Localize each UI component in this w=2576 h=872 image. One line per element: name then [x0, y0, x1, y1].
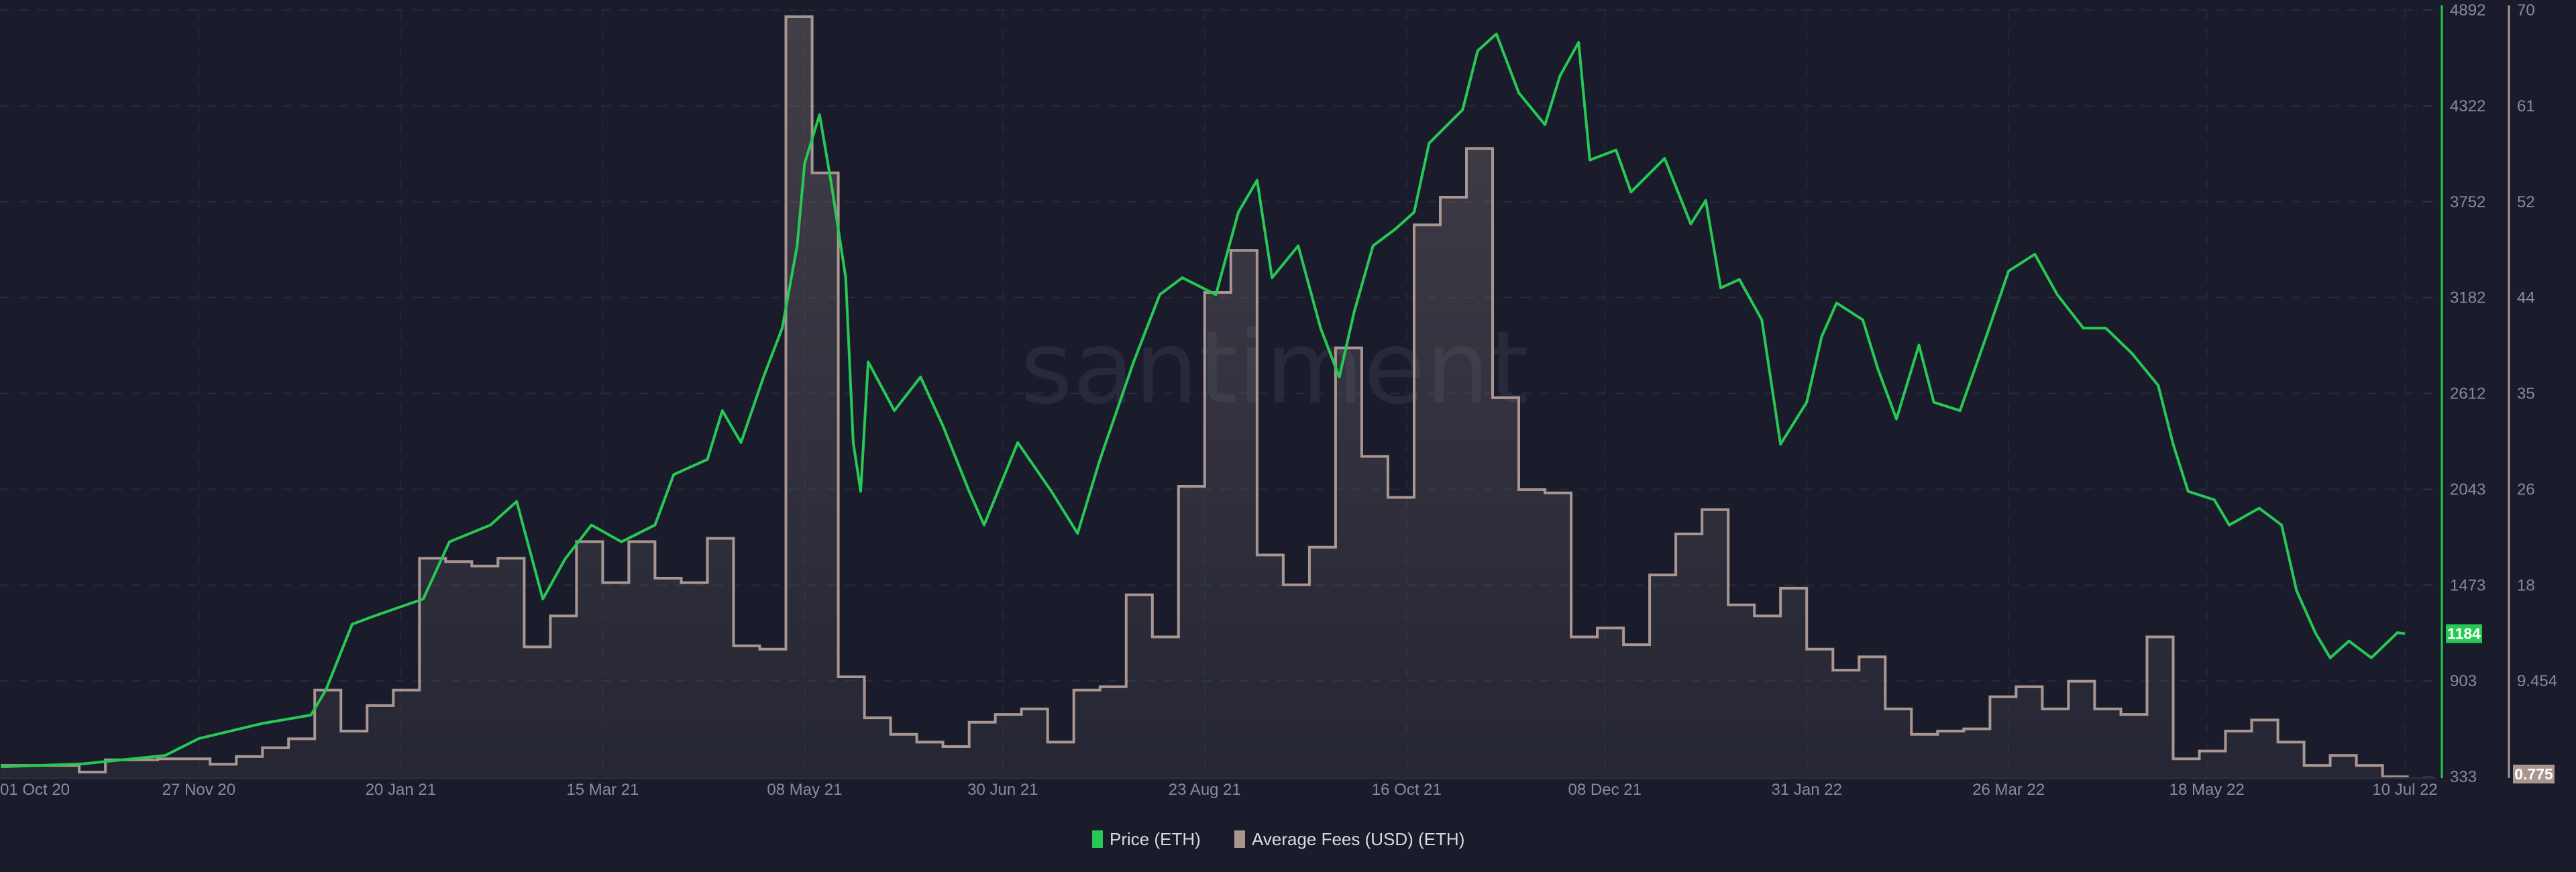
- fees-series: [0, 15, 2409, 778]
- price-tick-label: 3182: [2450, 289, 2485, 307]
- fees-tick-label: 52: [2517, 193, 2535, 211]
- x-tick-label: 15 Mar 21: [566, 781, 639, 799]
- x-tick-label: 01 Oct 20: [0, 781, 70, 799]
- price-tick-label: 333: [2450, 768, 2477, 786]
- x-tick-label: 16 Oct 21: [1372, 781, 1442, 799]
- x-axis: 01 Oct 20 27 Nov 20 20 Jan 21 15 Mar 21 08 M…: [0, 781, 2438, 799]
- x-tick-label: 10 Jul 22: [2372, 781, 2437, 799]
- fees-axis: 70 61 52 44 35 26 18 9.454: [2517, 1, 2557, 690]
- x-tick-label: 30 Jun 21: [967, 781, 1038, 799]
- fees-tick-label: 35: [2517, 385, 2535, 403]
- x-tick-label: 26 Mar 22: [1972, 781, 2045, 799]
- price-tick-label: 1473: [2450, 576, 2485, 594]
- fees-badge-value: 0.775: [2514, 765, 2553, 783]
- fees-tick-label: 26: [2517, 480, 2535, 498]
- price-axis: 4892 4322 3752 3182 2612 2043 1473 903 333: [2450, 1, 2485, 786]
- price-tick-label: 4322: [2450, 97, 2485, 115]
- x-tick-label: 08 Dec 21: [1568, 781, 1642, 799]
- price-badge-bg: [2446, 624, 2482, 643]
- legend-item-price[interactable]: Price (ETH): [1092, 829, 1201, 849]
- fees-line: [1, 15, 2409, 778]
- fees-tick-label: 9.454: [2517, 672, 2557, 690]
- legend-swatch-price: [1092, 830, 1103, 848]
- fees-tick-label: 44: [2517, 289, 2535, 307]
- price-tick-label: 2043: [2450, 480, 2485, 498]
- price-tick-label: 4892: [2450, 1, 2485, 19]
- x-tick-label: 31 Jan 22: [1772, 781, 1842, 799]
- fees-tick-label: 70: [2517, 1, 2535, 19]
- price-tick-label: 2612: [2450, 385, 2485, 403]
- legend-swatch-fees: [1234, 830, 1245, 848]
- x-tick-label: 20 Jan 21: [366, 781, 436, 799]
- x-tick-label: 23 Aug 21: [1169, 781, 1241, 799]
- fees-tick-label: 18: [2517, 576, 2535, 594]
- legend: Price (ETH) Average Fees (USD) (ETH): [1092, 829, 1464, 849]
- x-tick-label: 27 Nov 20: [162, 781, 235, 799]
- x-tick-label: 08 May 21: [767, 781, 842, 799]
- legend-item-fees[interactable]: Average Fees (USD) (ETH): [1234, 829, 1464, 849]
- fees-current-badge: 0.775: [2513, 765, 2555, 783]
- price-current-badge: 1184: [2446, 624, 2482, 643]
- price-tick-label: 3752: [2450, 193, 2485, 211]
- price-series: [0, 32, 2406, 769]
- fees-badge-bg: [2513, 765, 2555, 783]
- price-badge-value: 1184: [2447, 625, 2481, 643]
- legend-label-fees: Average Fees (USD) (ETH): [1252, 829, 1464, 849]
- x-tick-label: 18 May 22: [2169, 781, 2245, 799]
- fees-tick-label: 61: [2517, 97, 2535, 115]
- price-tick-label: 903: [2450, 672, 2477, 690]
- legend-label-price: Price (ETH): [1110, 829, 1201, 849]
- fees-area: [0, 16, 2409, 777]
